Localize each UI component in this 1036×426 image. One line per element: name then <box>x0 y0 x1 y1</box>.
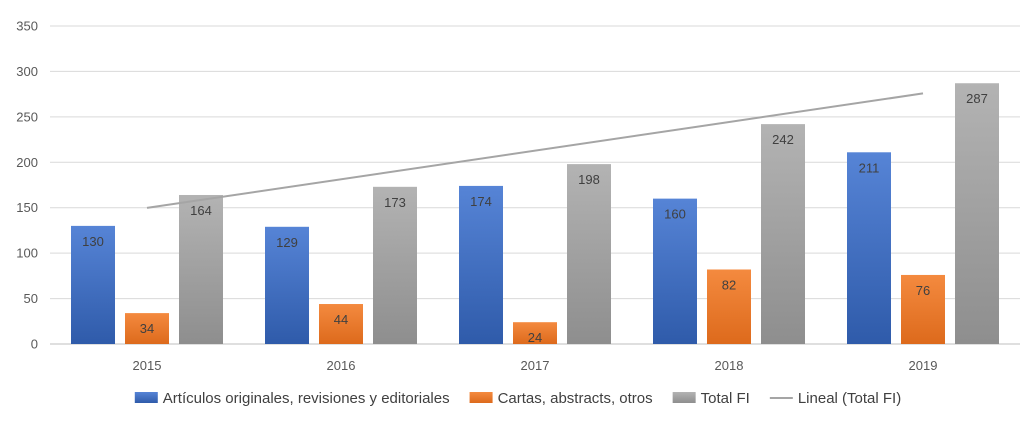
data-label: 173 <box>384 195 406 210</box>
bar <box>71 225 115 344</box>
data-label: 164 <box>190 203 212 218</box>
legend-swatch <box>134 392 158 403</box>
y-tick-label: 200 <box>16 155 38 170</box>
data-label: 198 <box>578 172 600 187</box>
data-label: 34 <box>140 321 154 336</box>
y-tick-label: 0 <box>31 337 38 352</box>
x-axis: 2015 2016 2017 2018 2019 <box>133 358 938 373</box>
legend-swatch <box>672 392 696 403</box>
bar <box>125 313 169 344</box>
trendline <box>146 92 924 209</box>
bar <box>955 83 999 345</box>
x-tick-label: 2016 <box>327 358 356 373</box>
data-label: 174 <box>470 194 492 209</box>
bar <box>847 152 891 344</box>
legend-entry: Total FI <box>672 390 750 407</box>
bar <box>901 274 945 344</box>
x-tick-label: 2015 <box>133 358 162 373</box>
bar <box>373 186 417 344</box>
data-label: 76 <box>916 283 930 298</box>
data-label: 287 <box>966 91 988 106</box>
data-label: 44 <box>334 312 348 327</box>
legend-swatch <box>469 392 493 403</box>
legend-entry: Lineal (Total FI) <box>769 390 901 407</box>
data-label: 129 <box>276 235 298 250</box>
x-tick-label: 2017 <box>521 358 550 373</box>
y-tick-label: 50 <box>24 291 38 306</box>
legend-label: Lineal (Total FI) <box>798 390 901 407</box>
bar <box>179 194 223 344</box>
bar <box>513 322 557 344</box>
bar <box>567 164 611 344</box>
data-label: 82 <box>722 277 736 292</box>
y-tick-label: 250 <box>16 109 38 124</box>
x-tick-label: 2019 <box>909 358 938 373</box>
y-tick-label: 150 <box>16 200 38 215</box>
data-label: 211 <box>859 160 880 175</box>
x-tick-label: 2018 <box>715 358 744 373</box>
legend-entry: Cartas, abstracts, otros <box>469 390 653 407</box>
data-label: 130 <box>82 234 104 249</box>
y-tick-label: 100 <box>16 246 38 261</box>
bar <box>265 226 309 344</box>
bar <box>653 198 697 344</box>
bar <box>319 304 363 344</box>
y-tick-label: 350 <box>16 19 38 34</box>
bars: 130 34 164 129 44 173 174 24 198 160 82 242 211 76 287 <box>71 83 999 345</box>
bar <box>761 124 805 344</box>
y-tick-label: 300 <box>16 64 38 79</box>
legend-label: Total FI <box>701 390 750 407</box>
bar <box>459 185 503 344</box>
y-axis: 0 50 100 150 200 250 300 350 <box>16 19 38 352</box>
legend-label: Cartas, abstracts, otros <box>498 390 653 407</box>
data-label: 242 <box>772 132 794 147</box>
legend: Artículos originales, revisiones y edito… <box>134 390 901 407</box>
legend-entry: Artículos originales, revisiones y edito… <box>134 390 450 407</box>
bar <box>707 269 751 344</box>
data-label: 160 <box>664 207 686 222</box>
data-label: 24 <box>528 330 542 345</box>
legend-label: Artículos originales, revisiones y edito… <box>163 390 450 407</box>
trendline-group <box>146 92 924 209</box>
